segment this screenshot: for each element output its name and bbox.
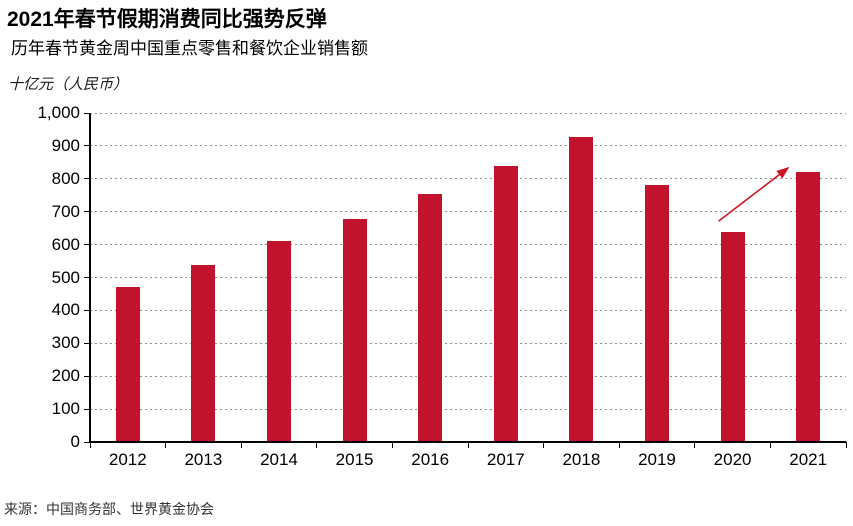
bar-2021: [796, 171, 821, 442]
y-axis-label-600: 600: [51, 234, 80, 254]
x-axis-label-2013: 2013: [184, 450, 223, 469]
x-axis-tick-6: [543, 442, 545, 448]
y-axis-label-700: 700: [51, 201, 80, 221]
y-axis-tick-900: [84, 145, 90, 147]
x-axis-label-2014: 2014: [260, 450, 298, 469]
x-axis-label-2015: 2015: [335, 450, 374, 469]
chart-subtitle: 历年春节黄金周中国重点零售和餐饮企业销售额: [11, 39, 368, 58]
y-axis-label-400: 400: [51, 300, 80, 320]
gridline-900: [90, 145, 846, 147]
y-axis-label-100: 100: [51, 399, 80, 419]
y-axis-tick-100: [84, 408, 90, 410]
bar-2015: [342, 218, 367, 442]
gridline-300: [90, 342, 846, 344]
y-axis-label-900: 900: [51, 135, 80, 155]
gridline-600: [90, 244, 846, 246]
y-axis-tick-400: [84, 309, 90, 311]
bar-2013: [191, 264, 216, 442]
x-axis-label-2012: 2012: [108, 450, 147, 469]
gridline-200: [90, 375, 846, 377]
gridline-700: [90, 211, 846, 213]
x-axis-tick-4: [391, 442, 393, 448]
x-axis-tick-7: [618, 442, 620, 448]
x-axis-tick-1: [165, 442, 167, 448]
bar-2014: [267, 240, 291, 442]
x-axis-tick-0: [89, 442, 91, 448]
x-axis-label-2019: 2019: [638, 450, 676, 469]
y-axis-label-0: 0: [70, 432, 80, 451]
gridline-100: [90, 408, 846, 410]
y-axis-unit-label: 十亿元（人民币）: [8, 76, 129, 93]
source-note: 来源：中国商务部、世界黄金协会: [4, 501, 214, 517]
x-axis-label-2021: 2021: [789, 450, 828, 469]
gridline-400: [90, 309, 846, 311]
bar-2018: [569, 137, 594, 442]
x-axis-tick-10: [845, 442, 847, 448]
y-axis-tick-700: [84, 211, 90, 213]
y-axis-tick-200: [84, 375, 90, 377]
gridline-800: [90, 178, 846, 180]
chart-title: 2021年春节假期消费同比强势反弹: [7, 8, 327, 31]
x-axis-tick-8: [694, 442, 696, 448]
y-axis-label-200: 200: [51, 366, 80, 386]
y-axis-label-800: 800: [51, 168, 80, 188]
x-axis-tick-3: [316, 442, 318, 448]
x-axis-label-2020: 2020: [713, 450, 752, 469]
y-axis-label-1,000: 1,000: [37, 103, 80, 122]
y-axis-tick-600: [84, 244, 90, 246]
y-axis-label-500: 500: [51, 267, 80, 287]
y-axis-tick-0: [84, 441, 90, 443]
y-axis-tick-1,000: [84, 112, 90, 114]
gridline-1,000: [90, 112, 846, 114]
y-axis-line: [89, 113, 91, 443]
bar-2020: [720, 232, 745, 442]
y-axis-tick-500: [84, 277, 90, 278]
x-axis-tick-2: [240, 442, 242, 448]
gridline-500: [90, 277, 846, 278]
x-axis-tick-5: [467, 442, 469, 448]
x-axis-label-2018: 2018: [562, 450, 601, 469]
bar-2017: [493, 165, 518, 442]
bar-2012: [115, 287, 140, 442]
x-axis-tick-9: [769, 442, 771, 448]
y-axis-tick-300: [84, 342, 90, 344]
x-axis-label-2016: 2016: [411, 450, 450, 469]
x-axis-label-2017: 2017: [486, 450, 525, 469]
y-axis-tick-800: [84, 178, 90, 180]
bar-2016: [418, 193, 443, 442]
x-axis-line: [89, 441, 846, 443]
y-axis-label-300: 300: [51, 333, 80, 353]
bar-2019: [645, 185, 669, 442]
